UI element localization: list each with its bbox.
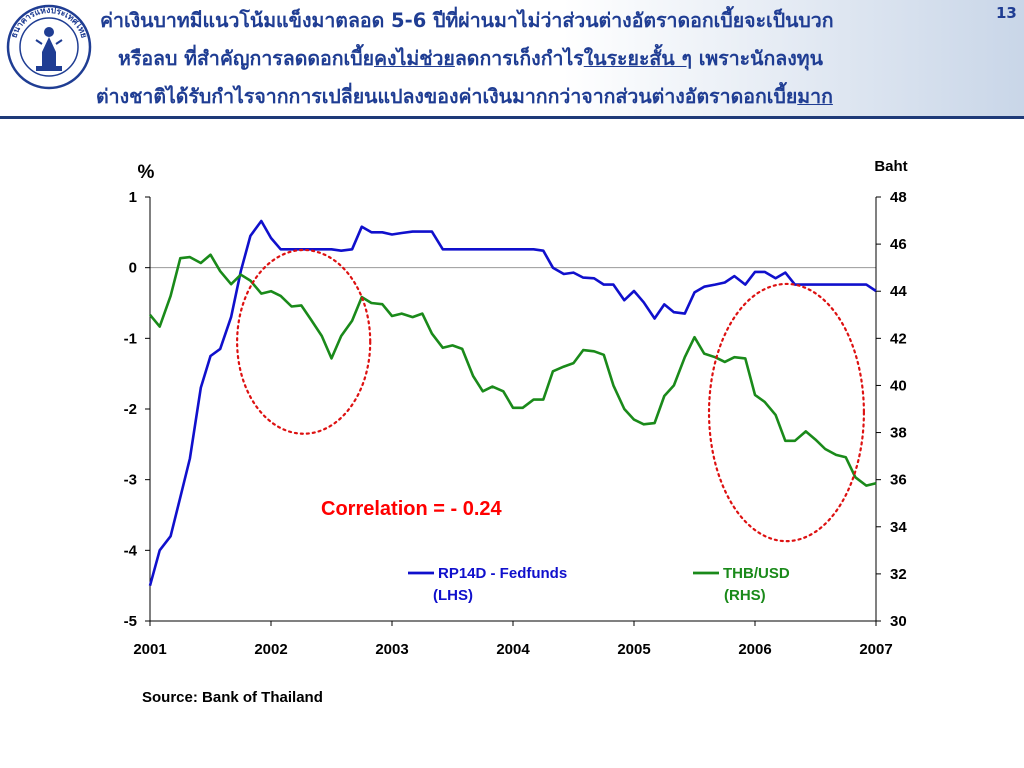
x-tick-label: 2005	[617, 641, 650, 658]
legend-sub-label: (LHS)	[433, 587, 473, 604]
left-axis-unit-label: %	[138, 162, 155, 183]
x-tick-label: 2001	[133, 641, 166, 658]
x-tick-label: 2003	[375, 641, 408, 658]
source-note: Source: Bank of Thailand	[142, 689, 323, 706]
left-tick-label: -4	[124, 542, 138, 559]
right-tick-label: 44	[890, 283, 907, 300]
left-tick-label: -2	[124, 401, 137, 418]
x-tick-label: 2004	[496, 641, 530, 658]
right-tick-label: 32	[890, 566, 907, 583]
right-axis-unit-label: Baht	[874, 158, 907, 175]
series-line-rp14d-fedfunds	[148, 219, 877, 587]
right-tick-label: 34	[890, 519, 907, 536]
left-tick-label: 0	[129, 260, 137, 277]
header-divider	[0, 116, 1024, 119]
bank-of-thailand-seal: ธนาคารแห่งประเทศไทย	[6, 4, 92, 90]
left-tick-label: -1	[124, 330, 137, 347]
series-line-thb-usd	[148, 253, 877, 487]
left-tick-label: 1	[129, 189, 137, 206]
right-tick-label: 40	[890, 377, 907, 394]
x-tick-label: 2002	[254, 641, 287, 658]
x-tick-label: 2007	[859, 641, 892, 658]
right-tick-label: 36	[890, 472, 907, 489]
legend-label: RP14D - Fedfunds	[438, 565, 567, 582]
correlation-annotation: Correlation = - 0.24	[321, 498, 502, 520]
title-line-1: ค่าเงินบาทมีแนวโน้มแข็งมาตลอด 5-6 ปีที่ผ…	[100, 9, 834, 32]
title-line-2: หรือลบ ที่สำคัญการลดดอกเบี้ยคงไม่ช่วยลดก…	[118, 47, 823, 70]
slide-header	[0, 0, 1024, 118]
highlight-ellipse-2	[707, 282, 866, 543]
right-tick-label: 42	[890, 330, 907, 347]
title-line-3: ต่างชาติได้รับกำไรจากการเปลี่ยนแปลงของค่…	[96, 85, 833, 108]
right-tick-label: 46	[890, 236, 907, 253]
highlight-ellipse-1	[236, 248, 372, 435]
right-tick-label: 38	[890, 425, 907, 442]
right-tick-label: 30	[890, 613, 907, 630]
legend-label: THB/USD	[723, 565, 790, 582]
legend-sub-label: (RHS)	[724, 587, 766, 604]
x-tick-label: 2006	[738, 641, 771, 658]
left-tick-label: -5	[124, 613, 137, 630]
slide-number: 13	[996, 4, 1017, 22]
right-tick-label: 48	[890, 189, 907, 206]
left-tick-label: -3	[124, 472, 137, 489]
